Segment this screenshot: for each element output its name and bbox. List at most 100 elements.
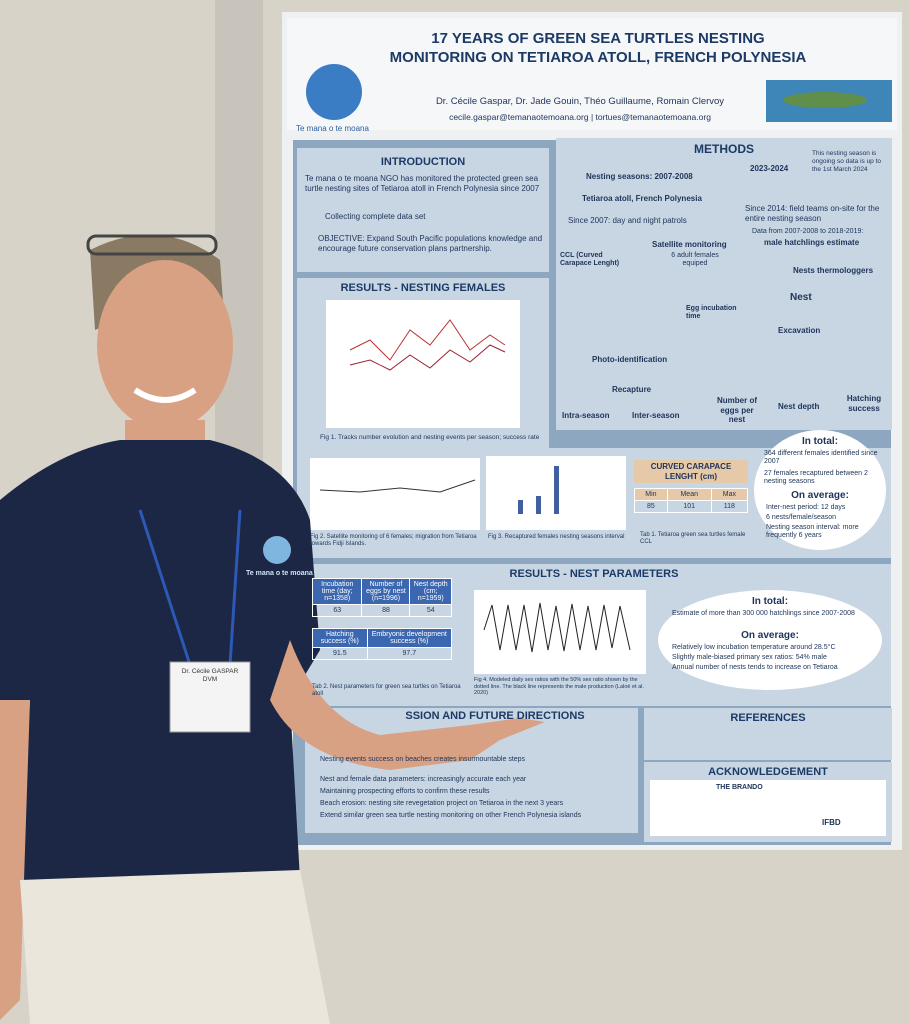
methods-node: Data from 2007-2008 to 2018-2019: <box>752 228 864 235</box>
methods-text: Tetiaroa atoll, French Polynesia <box>582 194 702 203</box>
caption: Fig 1. Tracks number evolution and nesti… <box>320 434 540 441</box>
cell: Incubation time (day; n=1358) <box>311 578 363 605</box>
methods-node: Excavation <box>778 326 821 335</box>
cell: Nest depth (cm; n=1959) <box>409 578 452 605</box>
nests-table: Hatching success (%) Embryonic developmen… <box>312 628 453 660</box>
references-heading: REFERENCES <box>730 712 806 724</box>
sunglasses <box>86 234 218 256</box>
cell: Embryonic development success (%) <box>366 628 453 648</box>
bubble-item: Relatively low incubation temperature ar… <box>672 644 836 651</box>
bubble-item: Inter-nest period: 12 days <box>766 504 846 511</box>
lanyard <box>228 509 242 666</box>
nests-bubble <box>658 590 882 690</box>
cell: Hatching success (%) <box>312 628 368 648</box>
fig2-map <box>310 458 480 530</box>
fig2-track <box>319 479 476 493</box>
methods-node: CCL (Curved Carapace Lenght) <box>560 252 620 268</box>
methods-text: Nesting seasons: 2007-2008 <box>586 172 693 181</box>
methods-node: Nest depth <box>778 402 820 411</box>
methods-node: male hatchlings estimate <box>764 238 860 247</box>
methods-node: 6 adult females equiped <box>671 252 719 268</box>
atoll-island <box>783 92 867 108</box>
methods-node: Satellite monitoring <box>652 240 727 249</box>
cell: 118 <box>710 500 749 513</box>
pants <box>20 870 330 1024</box>
cell: 97.7 <box>366 647 453 660</box>
face <box>97 260 233 430</box>
shirt <box>0 440 320 890</box>
row: Incubation time (day; n=1358) Number of e… <box>311 578 452 605</box>
methods-node: Nest <box>790 292 812 303</box>
badge <box>169 661 251 733</box>
smile <box>133 387 197 403</box>
cell: Mean <box>666 488 712 501</box>
left-arm <box>0 700 30 1020</box>
fig4-line <box>483 602 631 653</box>
nests-heading: RESULTS - NEST PARAMETERS <box>509 568 679 580</box>
methods-note: This nesting season is ongoing so data i… <box>812 150 882 173</box>
intro-heading: INTRODUCTION <box>380 156 466 168</box>
fig1-line <box>349 319 506 361</box>
methods-node: Inter-season <box>632 411 680 420</box>
logo-text: Te mana o te moana <box>296 124 369 133</box>
caption: Fig 2. Satellite monitoring of 6 females… <box>310 534 477 548</box>
methods-node: Recapture <box>612 385 652 394</box>
bubble-heading: On average: <box>791 490 849 501</box>
females-bubble <box>754 430 886 550</box>
discussion-heading: SSION AND FUTURE DIRECTIONS <box>405 710 585 722</box>
bubble-item: 27 females recaptured between 2 nesting … <box>764 470 868 486</box>
ack-heading: ACKNOWLEDGEMENT <box>708 766 828 778</box>
ccl-title: CURVED CARAPACE LENGHT (cm) <box>634 460 748 484</box>
bubble-item: Estimate of more than 300 000 hatchlings… <box>672 610 855 617</box>
discussion-item: Extend similar green sea turtle nesting … <box>320 812 582 819</box>
discussion-item: Nesting events success on beaches create… <box>320 756 526 763</box>
methods-heading: METHODS <box>694 142 754 156</box>
intro-box <box>297 148 549 272</box>
poster-title: 17 YEARS OF GREEN SEA TURTLES NESTING <box>431 30 765 47</box>
intro-text: Te mana o te moana NGO has monitored the… <box>305 174 540 193</box>
methods-box <box>556 138 892 430</box>
sponsor-logo: IFBD <box>822 818 841 827</box>
caption: Fig 3. Recaptured females nesting season… <box>488 534 625 540</box>
cell: 85 <box>634 500 668 513</box>
badge-name: Dr. Cécile GASPAR DVM <box>181 668 239 683</box>
cell: Max <box>710 488 749 501</box>
fig3-bar <box>536 496 541 514</box>
bubble-item: 364 different females identified since 2… <box>764 450 878 466</box>
discussion-item: Nest and female data parameters: increas… <box>320 776 527 783</box>
methods-text: Since 2007: day and night patrols <box>568 216 687 225</box>
bubble-heading: On average: <box>741 630 799 641</box>
row: 85 101 118 <box>634 500 749 513</box>
bubble-item: Nesting season interval: more frequently… <box>766 524 859 540</box>
arm <box>270 640 545 770</box>
caption: Tab 1. Tetiaroa green sea turtles female… <box>640 532 746 546</box>
discussion-item: Beach erosion: nesting site revegetation… <box>320 800 564 807</box>
cell: 91.5 <box>312 647 368 660</box>
bubble-heading: In total: <box>751 596 789 607</box>
discussion-item: Maintaining prospecting efforts to confi… <box>320 788 490 795</box>
cell: Min <box>634 488 668 501</box>
intro-item: OBJECTIVE: Expand South Pacific populati… <box>318 234 543 253</box>
methods-text: 2023-2024 <box>750 164 789 173</box>
row: Min Mean Max <box>634 488 749 501</box>
cell: 63 <box>311 604 363 617</box>
intro-item: Collecting complete data set <box>325 212 426 221</box>
females-heading: RESULTS - NESTING FEMALES <box>340 282 506 294</box>
row: 91.5 97.7 <box>312 647 453 660</box>
bubble-item: 6 nests/female/season <box>766 514 837 521</box>
methods-text: Since 2014: field teams on-site for the … <box>745 204 880 223</box>
cell: 101 <box>666 500 712 513</box>
nests-table: Incubation time (day; n=1358) Number of e… <box>311 578 452 617</box>
fig3-bar <box>518 500 523 514</box>
ack-logos <box>650 780 886 836</box>
row: Hatching success (%) Embryonic developmen… <box>312 628 453 648</box>
caption: Tab 2. Nest parameters for green sea tur… <box>312 684 461 698</box>
methods-node: Egg incubation time <box>686 305 737 321</box>
emails: cecile.gaspar@temanaotemoana.org | tortu… <box>449 112 711 122</box>
sponsor-logo: THE BRANDO <box>716 784 763 791</box>
row: 63 88 54 <box>311 604 452 617</box>
methods-node: Photo-identification <box>592 355 668 364</box>
cell: Number of eggs by nest (n=1996) <box>361 578 411 605</box>
